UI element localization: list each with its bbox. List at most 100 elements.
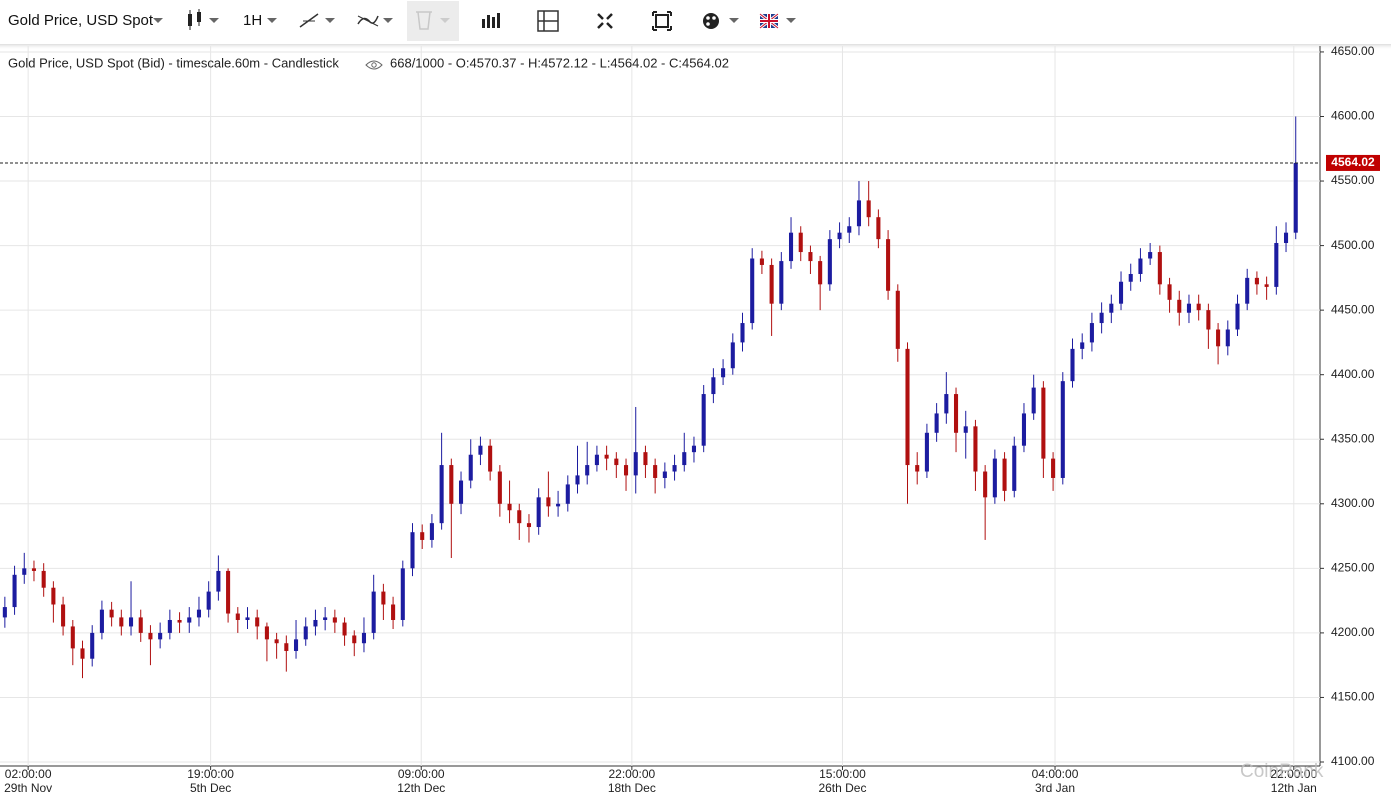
y-tick-label: 4550.00 <box>1331 173 1375 187</box>
fullscreen-button[interactable] <box>597 13 613 29</box>
dropdown-arrow <box>440 18 450 23</box>
candle-body <box>1186 303 1192 313</box>
candle-body <box>924 432 929 472</box>
candle-body <box>1118 281 1124 304</box>
candle-body <box>255 617 260 627</box>
candle-body <box>1089 323 1094 343</box>
candle-body <box>177 619 182 623</box>
candle-body <box>788 232 794 262</box>
last-price-label: 4564.02 <box>1331 155 1375 169</box>
x-tick-label: 15:00:00 <box>819 767 866 781</box>
candle-body <box>61 604 66 627</box>
candle-body <box>536 497 541 528</box>
candle-body <box>682 452 687 466</box>
fit-button[interactable] <box>652 11 672 31</box>
candle-body <box>80 648 85 659</box>
candle-body <box>90 632 95 659</box>
candle-body <box>1235 303 1240 330</box>
last-price-tag <box>1326 154 1380 171</box>
candle-body <box>1254 277 1259 285</box>
candle-body <box>313 619 318 627</box>
candle-body <box>585 465 590 476</box>
candle-body <box>458 480 464 504</box>
candle-body <box>721 368 726 378</box>
x-tick-date: 5th Dec <box>190 781 231 795</box>
x-tick-date: 26th Dec <box>818 781 866 795</box>
trash-icon <box>416 11 432 30</box>
candle-body <box>818 261 823 285</box>
candle-body <box>1274 243 1279 287</box>
dropdown-arrow <box>153 18 163 23</box>
candle-body <box>187 617 192 623</box>
y-tick-label: 4400.00 <box>1331 367 1375 381</box>
labels: 4100.00 4150.00 4200.00 4250.00 4300.00 4350.… <box>4 44 1380 795</box>
candle-body <box>206 591 211 610</box>
candle-body <box>158 632 163 640</box>
x-tick-date: 12th Jan <box>1271 781 1317 795</box>
candle-body <box>798 232 803 253</box>
candle-body <box>128 617 134 627</box>
candle-body <box>361 632 367 644</box>
eye-icon[interactable] <box>365 60 383 70</box>
candle-body <box>371 591 376 633</box>
candle-body <box>730 342 735 369</box>
candle-body <box>837 232 842 240</box>
toolbar-shadow <box>0 44 1391 50</box>
candle-body <box>604 454 609 459</box>
instrument-select[interactable]: Gold Price, USD Spot <box>8 12 154 29</box>
candle-body <box>653 465 658 478</box>
candle-body <box>1245 277 1250 304</box>
candle-body <box>643 452 648 466</box>
candle-body <box>750 258 755 324</box>
candle-type-button[interactable] <box>188 9 219 30</box>
candle-body <box>711 377 716 395</box>
candle-body <box>119 617 124 627</box>
candle-body <box>672 465 677 472</box>
candle-body <box>546 497 551 507</box>
candle-body <box>420 532 425 540</box>
candle-body <box>876 217 881 240</box>
chart-title: Gold Price, USD Spot (Bid) - timescale.6… <box>8 55 339 70</box>
crosshair-button[interactable] <box>537 10 559 32</box>
candles <box>0 116 1320 679</box>
candle-body <box>507 503 512 511</box>
candle-body <box>1070 348 1075 382</box>
candle-body <box>1031 387 1036 414</box>
candle-body <box>216 570 221 592</box>
candle-body <box>1051 458 1056 478</box>
candle-body <box>992 458 997 498</box>
candle-body <box>1138 258 1143 274</box>
candle-body <box>1206 310 1211 330</box>
x-tick-label: 19:00:00 <box>187 767 234 781</box>
theme-button[interactable] <box>703 13 739 29</box>
candle-body <box>691 445 697 453</box>
candle-body <box>827 239 832 285</box>
draw-line-button[interactable] <box>299 13 335 28</box>
candle-body <box>429 523 434 540</box>
volume-button[interactable] <box>482 13 500 28</box>
candle-body <box>381 591 386 605</box>
candle-body <box>1109 303 1114 313</box>
x-tick-label: 02:00:00 <box>5 767 52 781</box>
candle-body <box>779 261 784 304</box>
x-tick-date: 3rd Jan <box>1035 781 1075 795</box>
indicator-button[interactable] <box>357 15 393 27</box>
candle-body <box>410 532 415 569</box>
trash-button[interactable] <box>407 1 459 41</box>
ohlc-info: 668/1000 - O:4570.37 - H:4572.12 - L:456… <box>390 55 729 70</box>
interval-select[interactable]: 1H <box>243 12 262 29</box>
language-button[interactable] <box>759 12 796 30</box>
candle-body <box>439 465 444 524</box>
candle-body <box>1080 342 1085 349</box>
candle-body <box>886 239 891 291</box>
candle-body <box>808 252 813 262</box>
candle-body <box>1002 458 1007 491</box>
candle-body <box>196 609 202 618</box>
candle-body <box>866 200 871 218</box>
candle-body <box>594 454 599 466</box>
candle-body <box>167 619 172 633</box>
candle-body <box>245 617 250 620</box>
candle-body <box>575 475 580 485</box>
y-tick-label: 4250.00 <box>1331 561 1375 575</box>
